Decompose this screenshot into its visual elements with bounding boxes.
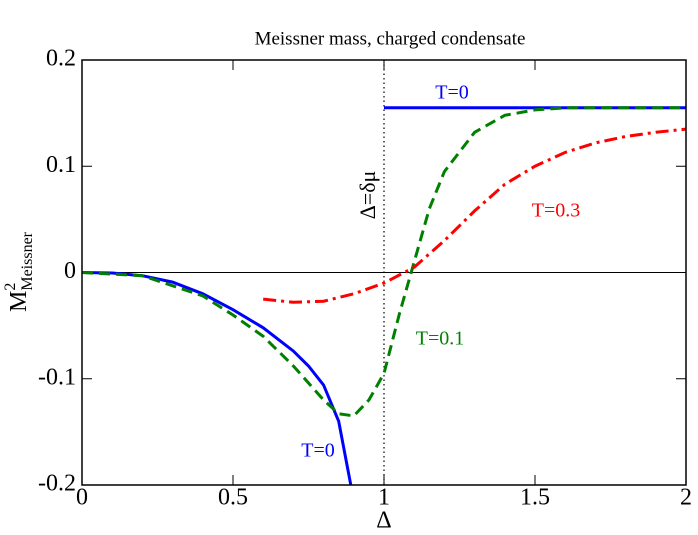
y-axis-label: M2Meissner	[2, 231, 36, 312]
y-tick-label: 0.2	[46, 46, 76, 72]
annotation: T=0.3	[532, 200, 581, 222]
y-label-sub: Meissner	[19, 231, 36, 290]
x-tick-label: 0.5	[218, 485, 248, 511]
x-axis-label: Δ	[376, 508, 391, 534]
y-label-sup: 2	[2, 283, 19, 291]
y-label-main: M	[6, 291, 32, 312]
x-tick-label: 0	[76, 485, 88, 511]
annotation: T=0	[301, 440, 335, 462]
x-tick-label: 1.5	[520, 485, 550, 511]
series-line	[82, 106, 686, 418]
series-line	[263, 127, 686, 304]
y-tick-label: -0.2	[38, 471, 76, 497]
x-tick-label: 2	[680, 485, 692, 511]
plot-frame	[81, 59, 687, 486]
y-tick-label: 0.1	[46, 152, 76, 178]
y-tick-label: -0.1	[38, 364, 76, 390]
chart-title: Meissner mass, charged condensate	[255, 28, 526, 49]
x-tick-label: 1	[378, 485, 390, 511]
annotation: T=0	[435, 82, 469, 104]
y-tick-label: 0	[64, 258, 76, 284]
annotation: T=0.1	[416, 328, 465, 350]
annotation: Δ=δμ	[355, 171, 380, 220]
